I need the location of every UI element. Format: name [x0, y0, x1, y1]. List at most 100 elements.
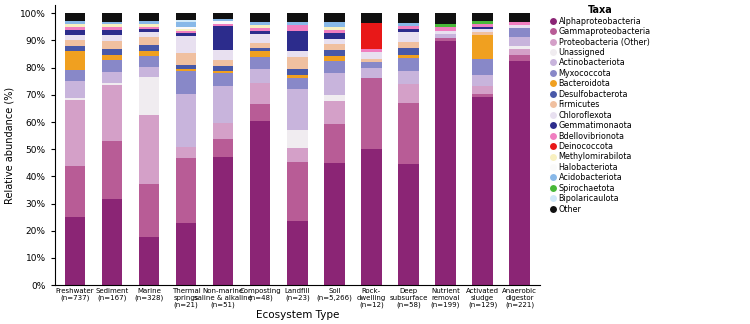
Bar	[472, 13, 493, 21]
Bar	[509, 49, 530, 55]
Bar	[213, 50, 233, 60]
Bar	[472, 86, 493, 94]
Bar	[472, 59, 493, 75]
Bar	[213, 123, 233, 139]
Bar	[102, 49, 122, 55]
Bar	[64, 21, 86, 24]
Bar	[139, 56, 159, 67]
Bar	[139, 51, 159, 56]
Bar	[176, 31, 197, 33]
Bar	[435, 41, 456, 285]
Bar	[472, 27, 493, 29]
Bar	[64, 166, 86, 217]
Bar	[287, 221, 308, 285]
Bar	[287, 69, 308, 75]
Bar	[176, 94, 197, 147]
Bar	[509, 25, 530, 28]
Bar	[64, 29, 86, 35]
Bar	[362, 62, 382, 68]
Bar	[250, 42, 271, 48]
Bar	[102, 24, 122, 27]
Bar	[324, 124, 344, 163]
Bar	[324, 163, 344, 285]
Bar	[398, 32, 418, 42]
Bar	[102, 199, 122, 285]
Bar	[509, 28, 530, 37]
Bar	[250, 28, 271, 31]
Bar	[176, 53, 197, 64]
Bar	[250, 25, 271, 28]
Bar	[213, 24, 233, 26]
Bar	[509, 22, 530, 25]
Bar	[398, 13, 418, 23]
Bar	[324, 95, 344, 101]
Bar	[472, 32, 493, 35]
Bar	[287, 51, 308, 57]
Bar	[287, 78, 308, 89]
Bar	[472, 21, 493, 24]
Bar	[287, 89, 308, 130]
Bar	[176, 147, 197, 158]
Bar	[472, 94, 493, 97]
Bar	[213, 65, 233, 71]
Bar	[435, 38, 456, 41]
Bar	[398, 71, 418, 84]
Bar	[139, 67, 159, 77]
Bar	[509, 13, 530, 22]
Bar	[362, 13, 382, 23]
Bar	[102, 141, 122, 199]
Bar	[287, 130, 308, 148]
Bar	[250, 22, 271, 25]
Bar	[139, 27, 159, 29]
Bar	[213, 74, 233, 87]
Bar	[102, 27, 122, 30]
Bar	[176, 158, 197, 223]
Bar	[64, 100, 86, 166]
Bar	[64, 81, 86, 98]
Bar	[176, 33, 197, 36]
Bar	[64, 51, 86, 70]
Bar	[509, 55, 530, 61]
Bar	[176, 223, 197, 285]
Bar	[139, 21, 159, 24]
Bar	[509, 61, 530, 285]
Bar	[176, 22, 197, 27]
Bar	[362, 49, 382, 52]
Bar	[324, 62, 344, 73]
Bar	[398, 23, 418, 26]
Bar	[64, 217, 86, 285]
Bar	[64, 24, 86, 27]
Bar	[250, 34, 271, 42]
Bar	[324, 56, 344, 62]
Bar	[324, 50, 344, 56]
Bar	[472, 35, 493, 59]
Bar	[287, 25, 308, 31]
Bar	[213, 71, 233, 74]
Bar	[287, 57, 308, 69]
Bar	[398, 55, 418, 58]
Bar	[139, 37, 159, 45]
Bar	[102, 83, 122, 86]
Bar	[102, 61, 122, 72]
Bar	[139, 13, 159, 21]
X-axis label: Ecosystem Type: Ecosystem Type	[256, 310, 339, 320]
Bar	[362, 59, 382, 62]
Bar	[102, 22, 122, 24]
Bar	[472, 29, 493, 32]
Bar	[176, 29, 197, 31]
Bar	[324, 33, 344, 39]
Bar	[250, 69, 271, 84]
Bar	[213, 21, 233, 24]
Bar	[250, 57, 271, 69]
Bar	[250, 84, 271, 104]
Bar	[324, 44, 344, 50]
Bar	[102, 72, 122, 83]
Bar	[139, 32, 159, 37]
Bar	[213, 60, 233, 65]
Bar	[435, 31, 456, 34]
Bar	[139, 24, 159, 27]
Bar	[472, 24, 493, 27]
Bar	[176, 69, 197, 71]
Bar	[435, 24, 456, 27]
Bar	[398, 58, 418, 71]
